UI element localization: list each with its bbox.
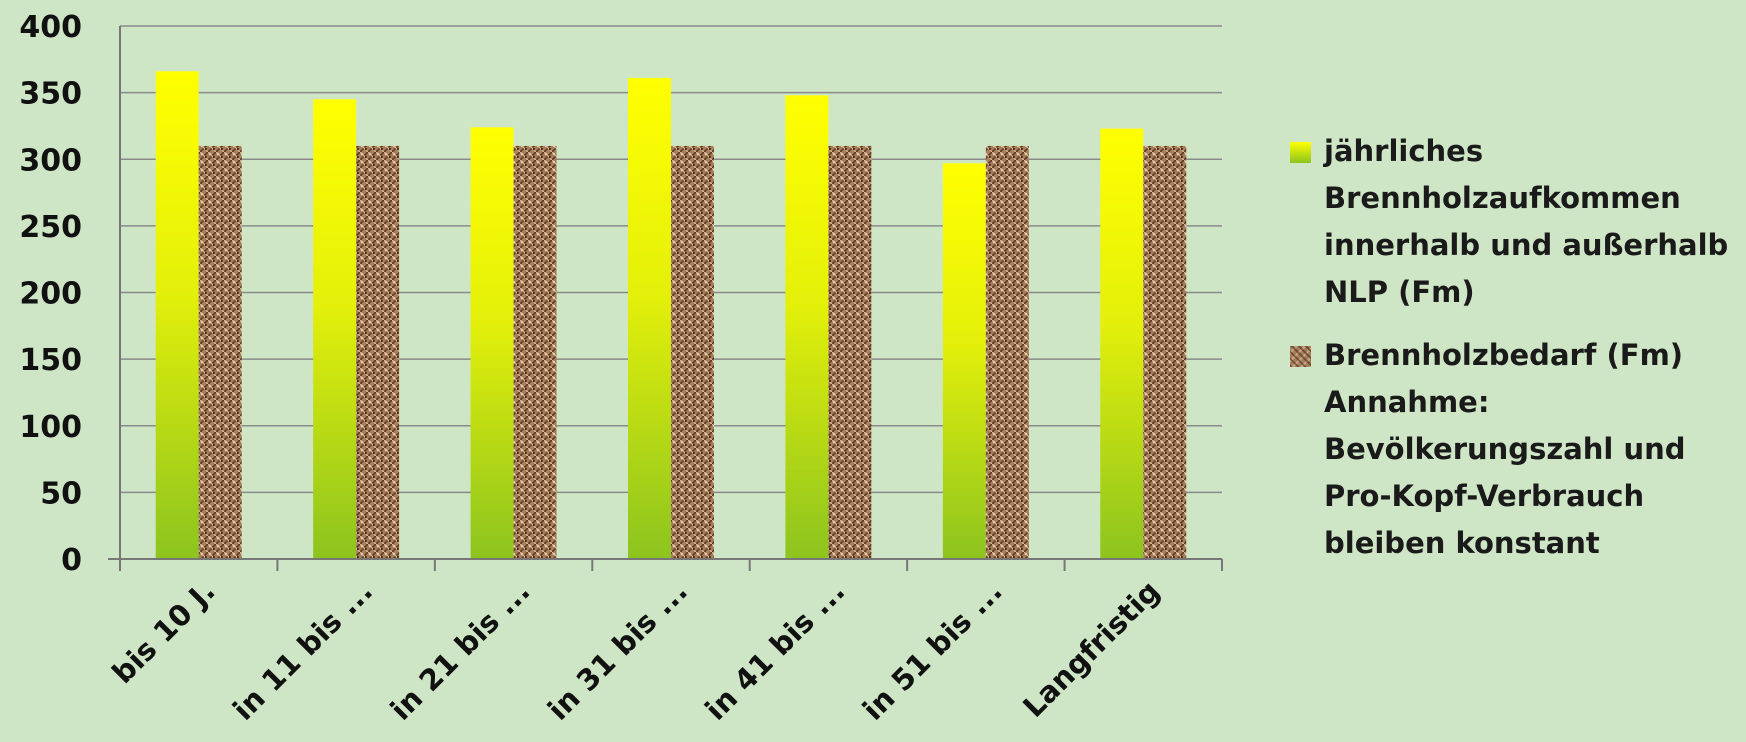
legend-label-aufkommen-line-1: jährliches: [1324, 134, 1484, 168]
bar-bedarf-7: [1143, 145, 1187, 560]
bar-aufkommen-1: [155, 71, 199, 560]
y-tick-label-350: 350: [19, 77, 82, 112]
legend-label-bedarf-line-3: Bevölkerungszahl und: [1324, 432, 1686, 466]
legend-label-bedarf-line-1: Brennholzbedarf (Fm): [1324, 338, 1684, 372]
x-tick-label-6: in 51 bis ...: [856, 574, 1009, 727]
legend-entry-bedarf: Brennholzbedarf (Fm) Annahme: Bevölkerun…: [1290, 332, 1740, 567]
legend-label-aufkommen-line-4: NLP (Fm): [1324, 275, 1475, 309]
axes: [108, 26, 1223, 571]
bar-bedarf-5: [828, 145, 872, 560]
x-tick-label-5: in 41 bis ...: [698, 574, 851, 727]
y-tick-label-150: 150: [19, 343, 82, 378]
bar-aufkommen-7: [1100, 128, 1144, 560]
legend-label-aufkommen-line-3: innerhalb und außerhalb: [1324, 228, 1729, 262]
legend: jährliches Brennholzaufkommen innerhalb …: [1290, 128, 1740, 583]
x-tick-label-7: Langfristig: [1016, 574, 1166, 724]
legend-entry-aufkommen: jährliches Brennholzaufkommen innerhalb …: [1290, 128, 1740, 316]
bar-bedarf-4: [671, 145, 714, 560]
y-tick-label-300: 300: [19, 143, 82, 178]
bar-bedarf-1: [198, 145, 242, 560]
y-tick-label-400: 400: [19, 10, 82, 45]
legend-swatch-aufkommen: [1290, 142, 1311, 163]
bar-bedarf-3: [513, 145, 557, 560]
y-tick-label-250: 250: [19, 210, 82, 245]
legend-swatch-bedarf: [1290, 346, 1311, 367]
bars: [155, 71, 1187, 560]
legend-label-bedarf-line-5: bleiben konstant: [1324, 526, 1600, 560]
legend-label-aufkommen-line-2: Brennholzaufkommen: [1324, 181, 1681, 215]
legend-label-bedarf-line-4: Pro-Kopf-Verbrauch: [1324, 479, 1645, 513]
y-tick-label-50: 50: [40, 476, 82, 511]
bar-aufkommen-2: [313, 99, 357, 559]
bar-bedarf-2: [356, 145, 400, 560]
bar-aufkommen-4: [628, 77, 671, 559]
y-tick-label-200: 200: [19, 277, 82, 312]
x-tick-label-3: in 21 bis ...: [384, 574, 537, 727]
bar-aufkommen-6: [942, 163, 986, 559]
x-tick-label-1: bis 10 J.: [105, 574, 221, 690]
y-tick-label-100: 100: [19, 410, 82, 445]
x-tick-label-4: in 31 bis ...: [541, 574, 694, 727]
bar-aufkommen-3: [470, 127, 514, 560]
y-tick-label-0: 0: [61, 543, 82, 578]
bar-bedarf-6: [985, 145, 1029, 560]
legend-label-bedarf-line-2: Annahme:: [1324, 385, 1490, 419]
x-tick-label-2: in 11 bis ...: [226, 574, 379, 727]
bar-aufkommen-5: [785, 95, 829, 559]
